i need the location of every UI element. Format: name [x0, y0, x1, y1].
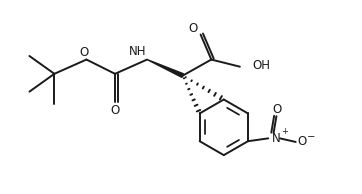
Text: +: + — [282, 127, 289, 136]
Text: −: − — [307, 132, 315, 142]
Text: O: O — [188, 22, 197, 35]
Polygon shape — [147, 60, 184, 77]
Text: O: O — [110, 104, 119, 117]
Text: O: O — [79, 46, 89, 59]
Text: O: O — [273, 103, 282, 116]
Text: NH: NH — [129, 45, 146, 58]
Text: O: O — [298, 135, 307, 148]
Text: N: N — [272, 132, 281, 145]
Text: OH: OH — [252, 59, 270, 72]
